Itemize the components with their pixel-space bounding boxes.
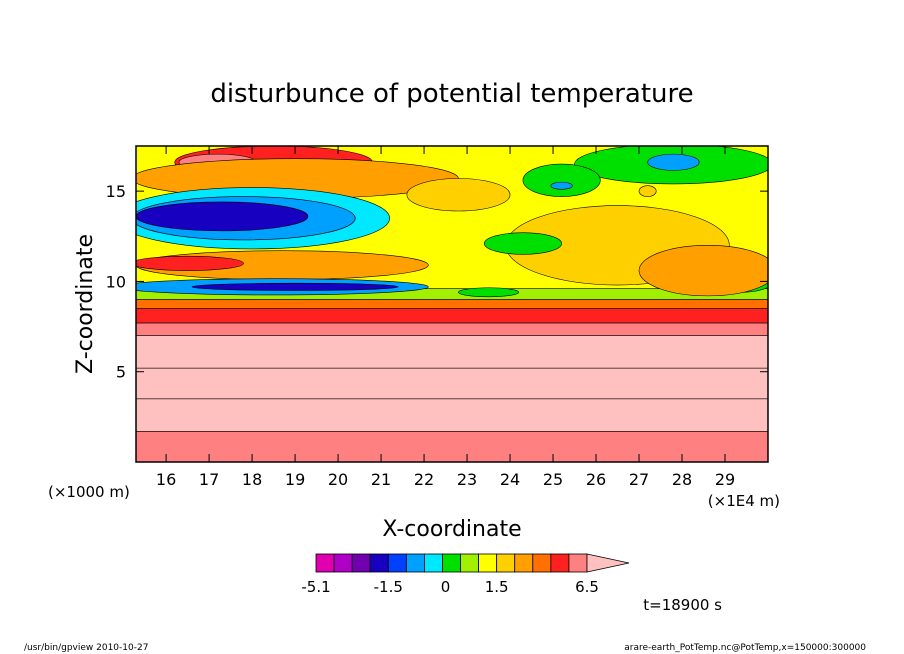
- x-tick-label-29: 29: [715, 470, 735, 489]
- y-tick-label-10: 10: [106, 272, 126, 291]
- contour-band-0: [136, 431, 768, 462]
- contour-region-7: [136, 255, 244, 271]
- x-axis-ticks: 16 17 18 19 20 21 22 23 24 25 26 27 28 29: [156, 146, 735, 489]
- contour-region-10: [458, 287, 519, 298]
- colorbar-tick-label: -5.1: [301, 578, 330, 596]
- colorbar-segment-12: [532, 553, 552, 573]
- colorbar-segment-10: [496, 553, 516, 573]
- colorbar-segment-4: [387, 553, 407, 573]
- plot-frame: [135, 145, 769, 463]
- contour-region-12: [647, 153, 700, 171]
- footer-right: arare-earth_PotTemp.nc@PotTemp,x=150000:…: [624, 643, 866, 653]
- y-axis-label: Z-coordinate: [73, 234, 98, 374]
- x-tick-label-16: 16: [156, 470, 176, 489]
- contour-region-14: [550, 181, 573, 190]
- x-unit-left: (×1000 m): [48, 483, 130, 501]
- colorbar-segment-0: [315, 553, 335, 573]
- colorbar-extension-arrow: [586, 553, 630, 573]
- x-tick-label-25: 25: [543, 470, 563, 489]
- contour-region-13: [522, 163, 601, 197]
- contour-region-19: [483, 232, 562, 255]
- colorbar: [315, 553, 630, 573]
- x-tick-label-27: 27: [629, 470, 649, 489]
- x-tick-label-18: 18: [242, 470, 262, 489]
- colorbar-tick-label: 1.5: [485, 578, 509, 596]
- x-tick-label-17: 17: [199, 470, 219, 489]
- contour-region-15: [406, 178, 511, 212]
- y-axis-ticks: 5 10 15: [106, 182, 768, 382]
- x-tick-label-22: 22: [414, 470, 434, 489]
- x-axis-label: X-coordinate: [382, 517, 521, 542]
- chart-title: disturbunce of potential temperature: [210, 79, 693, 109]
- colorbar-tick-label: 6.5: [575, 578, 599, 596]
- colorbar-segment-6: [423, 553, 443, 573]
- x-tick-label-26: 26: [586, 470, 606, 489]
- footer-left: /usr/bin/gpview 2010-10-27: [24, 643, 148, 653]
- x-tick-label-24: 24: [500, 470, 520, 489]
- colorbar-segment-2: [351, 553, 371, 573]
- y-tick-label-5: 5: [116, 363, 126, 382]
- contour-band-1: [136, 398, 768, 432]
- colorbar-segment-13: [550, 553, 570, 573]
- contour-band-6: [136, 299, 768, 309]
- x-tick-label-20: 20: [328, 470, 348, 489]
- contour-band-4: [136, 322, 768, 336]
- contour-region-20: [638, 185, 657, 197]
- contour-band-2: [136, 367, 768, 400]
- contour-band-5: [136, 308, 768, 324]
- colorbar-segment-8: [460, 553, 479, 573]
- plot-area: [136, 146, 768, 462]
- time-label: t=18900 s: [643, 596, 722, 614]
- colorbar-segment-9: [478, 553, 498, 573]
- x-tick-label-19: 19: [285, 470, 305, 489]
- x-tick-label-28: 28: [672, 470, 692, 489]
- colorbar-tick-label: -1.5: [374, 578, 403, 596]
- colorbar-tick-label: 0: [441, 578, 451, 596]
- x-tick-label-21: 21: [371, 470, 391, 489]
- contour-band-3: [136, 335, 768, 369]
- colorbar-tick-labels: -5.1 -1.5 0 1.5 6.5: [301, 578, 599, 596]
- colorbar-segment-3: [369, 553, 389, 573]
- contour-region-9: [191, 282, 399, 291]
- x-unit-right: (×1E4 m): [708, 492, 780, 510]
- y-tick-label-15: 15: [106, 182, 126, 201]
- contour-region-18: [638, 245, 768, 297]
- colorbar-segment-11: [514, 553, 534, 573]
- contour-region-5: [136, 201, 309, 232]
- colorbar-segment-5: [405, 553, 425, 573]
- x-tick-label-23: 23: [457, 470, 477, 489]
- colorbar-segment-1: [333, 553, 353, 573]
- colorbar-segment-14: [568, 553, 588, 573]
- colorbar-segment-7: [442, 553, 461, 573]
